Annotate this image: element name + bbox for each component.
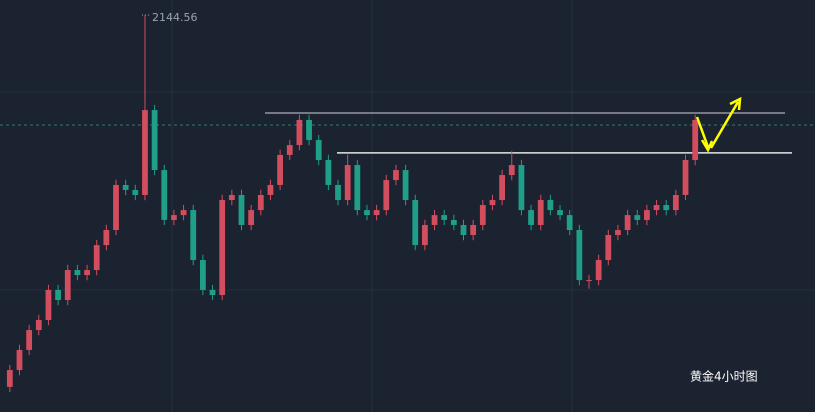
high-label: 2144.56 <box>152 11 198 24</box>
candle-body <box>431 215 438 225</box>
candle-body <box>441 215 448 220</box>
candle-body <box>74 270 81 276</box>
candle-body <box>209 289 216 296</box>
candle-body <box>122 184 129 190</box>
candle-body <box>64 270 71 301</box>
candle-body <box>595 259 602 281</box>
candle-body <box>55 289 61 301</box>
candle-body <box>499 175 506 201</box>
candle-body <box>257 194 264 211</box>
candle-body <box>528 210 534 225</box>
candle-body <box>296 119 303 146</box>
candle-body <box>286 145 293 155</box>
candle-body <box>450 219 457 225</box>
candle-body <box>161 170 168 220</box>
candle-body <box>576 230 583 281</box>
candle-body <box>682 159 689 195</box>
candle-body <box>470 224 477 236</box>
candle-body <box>663 205 670 211</box>
candle-body <box>238 194 245 225</box>
candle-body <box>151 110 158 171</box>
arrow-up <box>709 96 742 149</box>
candle-body <box>190 210 197 260</box>
candle-body <box>199 259 206 290</box>
candle-body <box>335 184 341 201</box>
candle-body <box>537 200 544 225</box>
candle-body <box>228 194 235 201</box>
candle-body <box>644 210 650 220</box>
candle-body <box>219 200 226 296</box>
candle-body <box>248 210 255 225</box>
candle-body <box>93 245 100 271</box>
candle-body <box>412 200 419 246</box>
candle-body <box>6 370 13 387</box>
candle-body <box>84 270 90 276</box>
candle-body <box>171 215 177 220</box>
candle-body <box>460 224 467 236</box>
candle-body <box>383 180 390 211</box>
candle-body <box>605 235 612 260</box>
candle-body <box>132 189 139 195</box>
candles <box>6 14 792 393</box>
candle-body <box>586 280 592 282</box>
candle-body <box>306 119 312 141</box>
candle-body <box>518 165 525 211</box>
candle-body <box>315 140 322 160</box>
candle-body <box>267 184 274 195</box>
candle-body <box>422 224 428 246</box>
candle-body <box>672 194 679 211</box>
candle-body <box>180 210 187 216</box>
candle-body <box>653 205 660 211</box>
candle-body <box>26 330 33 350</box>
candle-body <box>547 200 554 211</box>
candle-body <box>103 230 110 246</box>
candle-body <box>557 210 563 216</box>
candle-body <box>142 110 148 195</box>
candle-body <box>373 210 380 216</box>
candle-body <box>393 170 399 181</box>
candle-body <box>35 319 42 331</box>
candle-body <box>113 184 119 231</box>
candle-body <box>508 165 515 176</box>
candle-body <box>615 230 621 236</box>
candle-body <box>479 205 486 225</box>
candle-body <box>624 215 631 231</box>
candle-body <box>634 215 641 220</box>
candle-body <box>354 165 361 211</box>
candle-body <box>402 170 409 201</box>
candle-body <box>566 215 573 231</box>
candle-body <box>325 159 332 185</box>
arrow-down <box>695 116 714 153</box>
candle-body <box>16 349 23 371</box>
candle-body <box>364 210 370 216</box>
candle-body <box>692 119 699 160</box>
candle-body <box>277 154 283 185</box>
candle-body <box>45 289 52 320</box>
candle-body <box>489 200 496 206</box>
candle-body <box>344 165 351 201</box>
chart-title: 黄金4小时图 <box>690 369 758 384</box>
